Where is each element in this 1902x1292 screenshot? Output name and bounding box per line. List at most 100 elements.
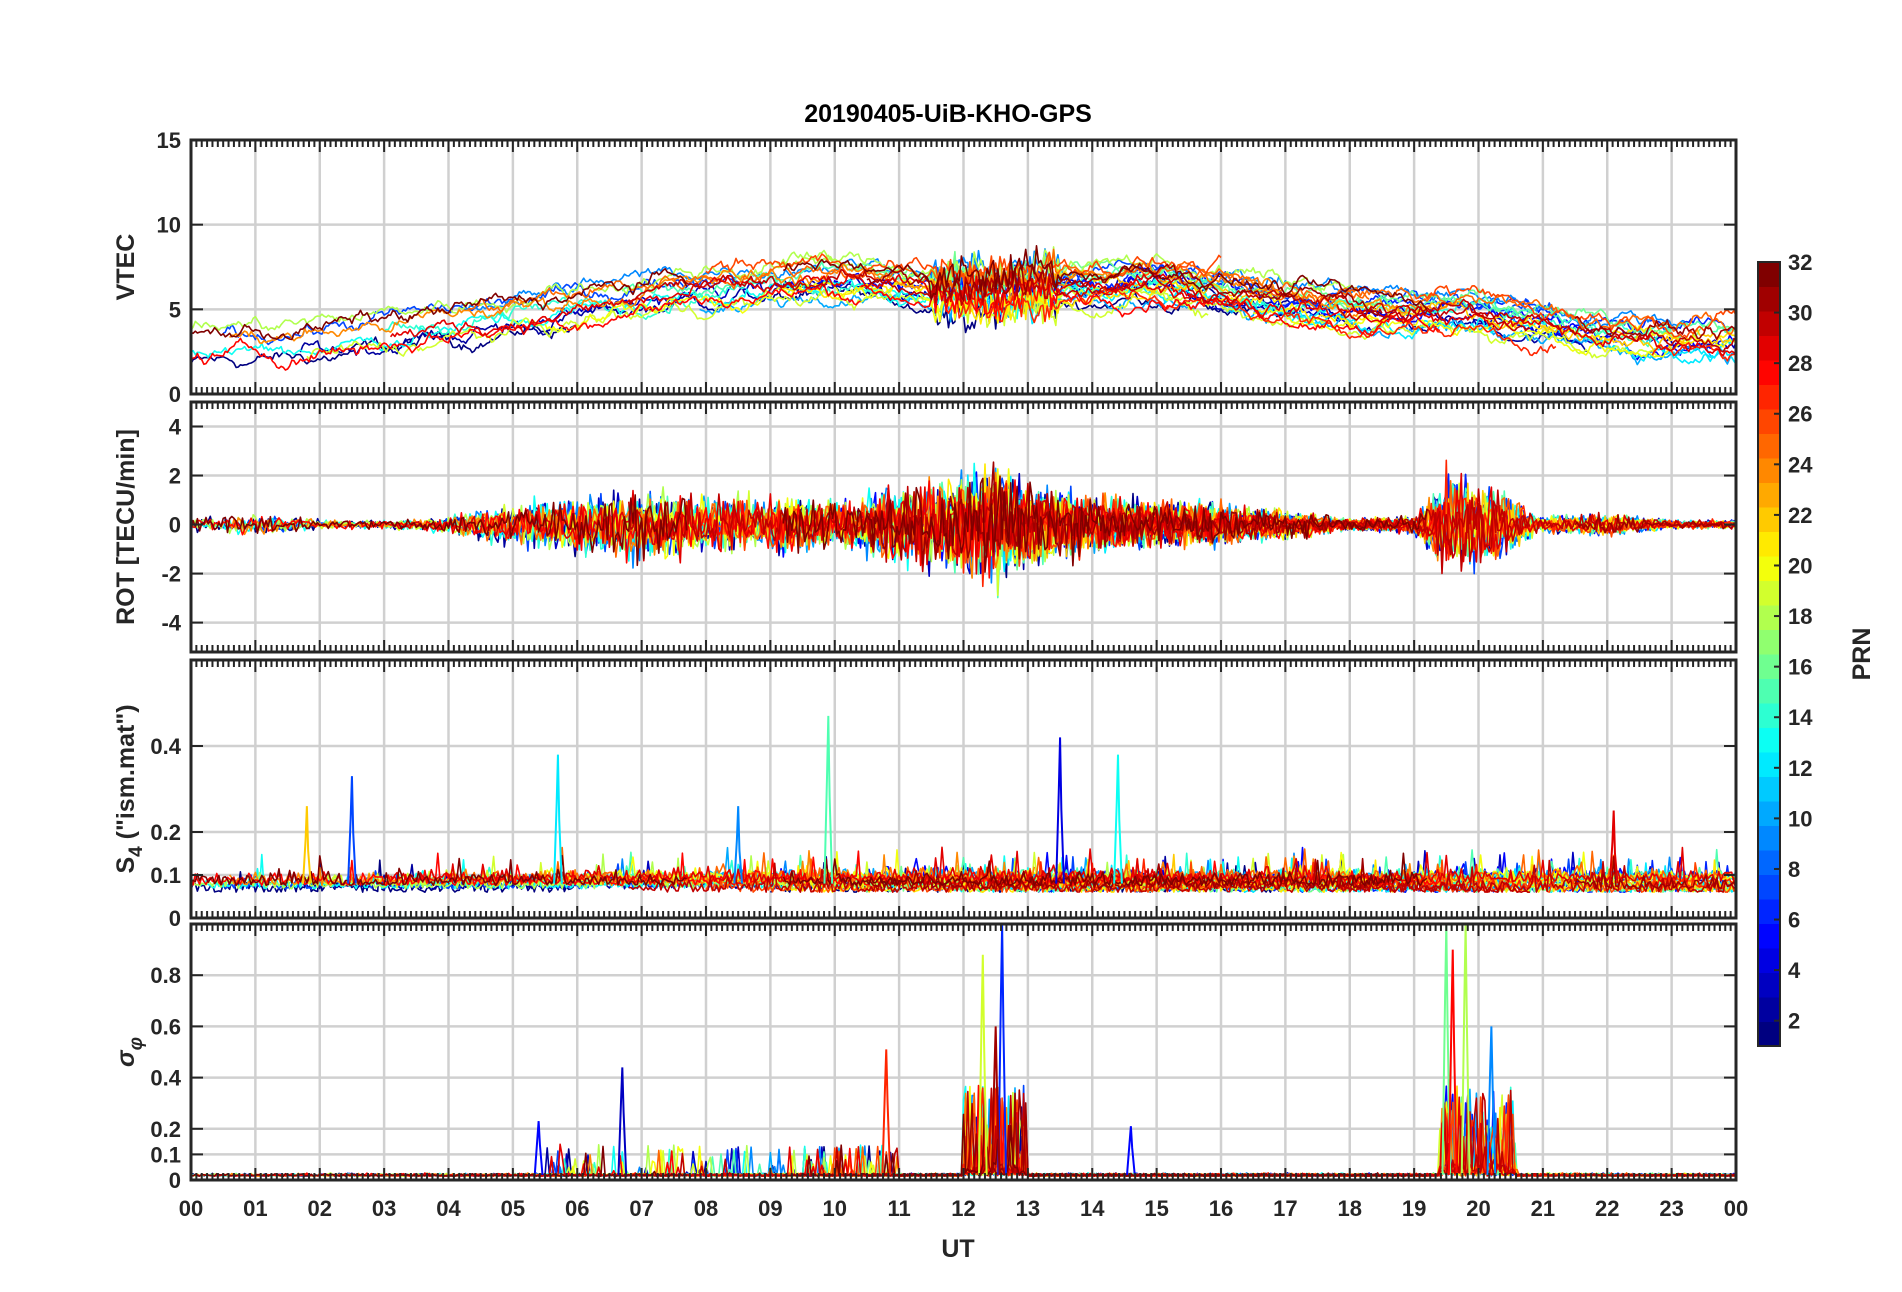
series-prn-24 — [229, 262, 1035, 345]
colorbar-segment — [1758, 972, 1780, 998]
series-prn-19 — [1014, 1094, 1659, 1177]
spike-prn-22 — [302, 806, 312, 884]
colorbar-segment — [1758, 727, 1780, 753]
series-prn-31 — [866, 262, 1383, 317]
series-prn-29 — [1098, 1096, 1736, 1177]
x-tick-label: 22 — [1595, 1196, 1619, 1221]
x-tick-label: 15 — [1144, 1196, 1168, 1221]
x-ticks — [190, 660, 1737, 918]
spike-prn-18 — [1460, 924, 1471, 1175]
y-tick-label: 0 — [169, 906, 181, 931]
y-axis-label: S4 ("ism.mat") — [112, 704, 147, 873]
y-tick-label: 0.4 — [150, 734, 181, 759]
x-axis-label: UT — [941, 1235, 974, 1263]
colorbar-segment — [1758, 678, 1780, 704]
series-prn-15 — [621, 1087, 1235, 1177]
series-prn-31 — [866, 857, 1383, 890]
y-tick-label: 4 — [169, 415, 182, 440]
colorbar-segment — [1758, 801, 1780, 826]
series-prn-14 — [1091, 1086, 1672, 1177]
panel-s4: 0 0.1 0.2 0.4S4 ("ism.mat") — [112, 658, 1738, 931]
chart-title: 20190405-UiB-KHO-GPS — [804, 100, 1092, 128]
y-tick-label: 0.4 — [150, 1066, 181, 1091]
spike-prn-7 — [347, 776, 357, 884]
colorbar-segment — [1758, 384, 1780, 410]
colorbar-segment — [1758, 899, 1780, 924]
series-group — [191, 1084, 1736, 1177]
spike-prn-9 — [1486, 1026, 1497, 1175]
colorbar-segment — [1758, 409, 1780, 434]
series-group — [191, 245, 1736, 371]
x-ticks — [190, 924, 1737, 1180]
colorbar-segment — [1758, 433, 1780, 459]
series-group — [191, 846, 1736, 893]
x-tick-label: 21 — [1531, 1196, 1555, 1221]
colorbar-tick-label: 24 — [1788, 452, 1813, 477]
y-tick-label: -4 — [161, 611, 181, 636]
series-prn-28 — [191, 283, 861, 371]
series-group — [191, 459, 1736, 599]
series-prn-31 — [866, 1089, 1383, 1177]
series-prn-27 — [943, 288, 1557, 357]
series-prn-30 — [628, 1087, 1531, 1177]
colorbar-segment — [1758, 507, 1780, 532]
x-tick-label: 17 — [1273, 1196, 1297, 1221]
y-tick-labels: -4 -2 0 2 4 — [161, 415, 1736, 636]
series-prn-26 — [705, 251, 1222, 285]
series-prn-25 — [1175, 265, 1736, 336]
x-tick-label: 05 — [501, 1196, 525, 1221]
series-prn-15 — [1330, 1109, 1736, 1177]
colorbar-tick-label: 16 — [1788, 655, 1812, 680]
series-prn-21 — [1490, 1106, 1736, 1177]
x-tick-label: 00 — [179, 1196, 203, 1221]
x-tick-label: 13 — [1016, 1196, 1040, 1221]
y-tick-label: 0.2 — [150, 820, 181, 845]
series-prn-19 — [306, 1091, 1209, 1177]
series-prn-32 — [191, 854, 688, 887]
colorbar-tick-label: 12 — [1788, 756, 1812, 781]
spike-prn-28 — [1447, 949, 1458, 1175]
colorbar-segment — [1758, 874, 1780, 900]
y-axis-label: VTEC — [112, 234, 140, 301]
series-prn-29 — [1098, 846, 1736, 883]
y-tick-label: 15 — [157, 128, 181, 153]
series-prn-30 — [1336, 302, 1736, 353]
colorbar-segment — [1758, 752, 1780, 777]
colorbar-segment — [1758, 556, 1780, 581]
y-tick-label: 2 — [169, 464, 181, 489]
series-prn-13 — [853, 1086, 1370, 1177]
series-prn-29 — [389, 846, 1196, 883]
spike-prn-12 — [553, 754, 563, 884]
colorbar-tick-label: 22 — [1788, 503, 1812, 528]
series-prn-30 — [1336, 859, 1736, 893]
colorbar-tick-label: 20 — [1788, 553, 1812, 578]
x-tick-label: 11 — [887, 1196, 910, 1221]
colorbar-tick-label: 18 — [1788, 604, 1812, 629]
spike-prn-27 — [881, 1049, 892, 1175]
x-tick-label: 01 — [243, 1196, 267, 1221]
colorbar-segment — [1758, 654, 1780, 679]
x-tick-label: 12 — [951, 1196, 975, 1221]
colorbar-segment — [1758, 580, 1780, 606]
series-prn-28 — [860, 1084, 1441, 1177]
y-tick-labels: 00.10.2 0.4 0.6 0.8 — [150, 963, 1736, 1193]
colorbar-segment — [1758, 825, 1780, 851]
x-tick-label: 06 — [565, 1196, 589, 1221]
spike-prn-5 — [1126, 1126, 1136, 1175]
series-prn-21 — [782, 274, 1396, 329]
series-prn-31 — [1574, 514, 1736, 534]
x-ticks — [190, 402, 1737, 652]
spike-prn-16 — [1441, 924, 1452, 1175]
y-tick-label: 0.6 — [150, 1014, 181, 1039]
colorbar-tick-label: 28 — [1788, 351, 1812, 376]
x-tick-label: 18 — [1338, 1196, 1362, 1221]
y-axis-label: σφ — [112, 1037, 147, 1067]
series-prn-30 — [628, 267, 1531, 332]
spike-prn-13 — [1113, 754, 1123, 884]
spike-prn-6 — [997, 924, 1007, 1175]
x-tick-label: 10 — [823, 1196, 847, 1221]
series-prn-22 — [1020, 482, 1730, 562]
colorbar-segment — [1758, 311, 1780, 336]
series-prn-21 — [1490, 859, 1736, 893]
